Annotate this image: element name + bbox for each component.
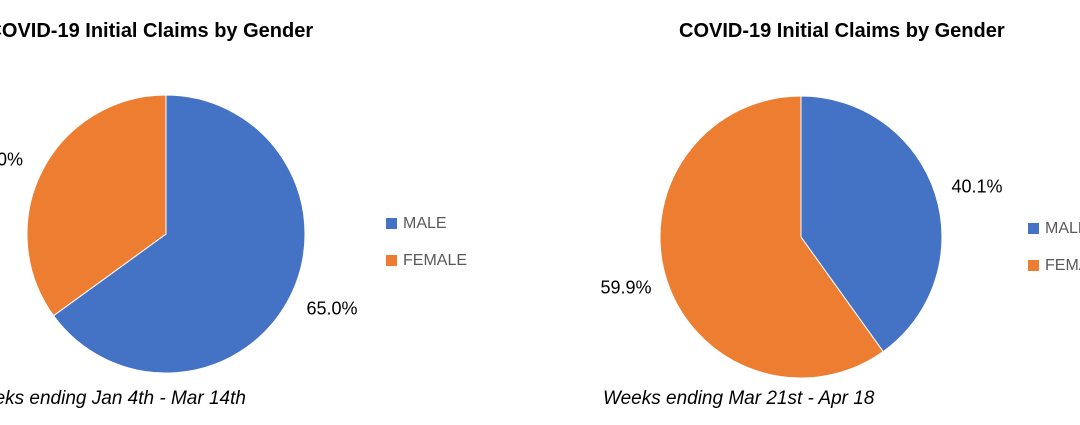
legend-item-female: FEMA	[1028, 247, 1080, 284]
legend-swatch-male	[1028, 223, 1039, 234]
pie-slice-male	[800, 95, 943, 353]
chart-covid: COVID-19 Initial Claims by Gender 40.1% 5…	[540, 0, 1080, 425]
chart-pre-covid: re COVID-19 Initial Claims by Gender 65.…	[0, 20, 467, 409]
legend: MALE FEMA	[1028, 210, 1080, 284]
legend-swatch-female	[386, 255, 397, 266]
pie-chart	[26, 94, 306, 374]
pie-slice-male	[52, 94, 306, 374]
slice-label-female: 0%	[0, 149, 24, 170]
slice-label-female: 59.9%	[600, 277, 652, 298]
pie-slice-female	[659, 95, 884, 379]
legend-item-male: MALE	[386, 205, 467, 242]
legend-label-male: MALE	[403, 214, 447, 232]
legend-label-female: FEMALE	[403, 251, 468, 269]
slice-label-male: 40.1%	[951, 176, 1003, 197]
chart-title: COVID-19 Initial Claims by Gender	[679, 20, 1005, 42]
legend-item-female: FEMALE	[386, 242, 467, 279]
pie-chart	[659, 95, 943, 379]
pie-slice-female	[26, 94, 167, 317]
legend: MALE FEMALE	[386, 205, 467, 279]
chart-title: re COVID-19 Initial Claims by Gender	[0, 20, 314, 42]
chart-subtitle: Weeks ending Mar 21st - Apr 18	[603, 388, 875, 409]
legend-label-female: FEMA	[1045, 256, 1080, 274]
legend-swatch-female	[1028, 260, 1039, 271]
legend-item-male: MALE	[1028, 210, 1080, 247]
legend-label-male: MALE	[1045, 219, 1080, 237]
legend-swatch-male	[386, 218, 397, 229]
slice-label-male: 65.0%	[306, 298, 358, 319]
chart-subtitle: eeks ending Jan 4th - Mar 14th	[0, 388, 246, 409]
